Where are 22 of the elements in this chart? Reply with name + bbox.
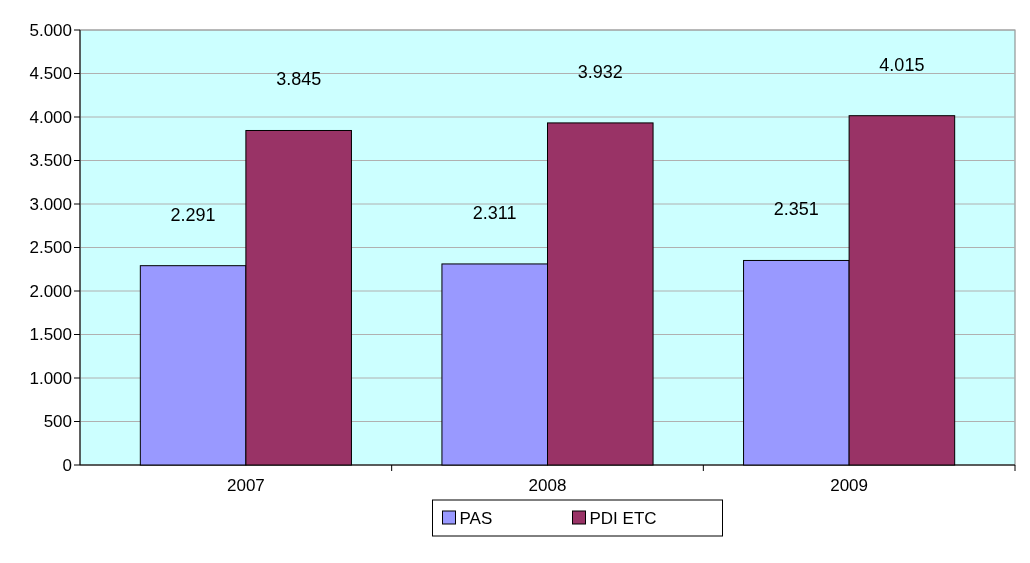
y-tick-label: 0: [62, 455, 72, 475]
x-tick-label: 2009: [830, 476, 869, 495]
y-tick-label: 4.000: [29, 107, 72, 127]
data-label: 3.845: [276, 69, 322, 90]
data-label: 4.015: [879, 54, 925, 75]
y-tick-label: 1.500: [29, 325, 72, 345]
data-label: 2.351: [773, 199, 819, 220]
x-tick-label: 2007: [226, 476, 265, 495]
y-tick-label: 3.000: [29, 194, 72, 214]
x-tick-label: 2008: [528, 476, 567, 495]
legend-label: PDI ETC: [589, 508, 657, 528]
legend-label: PAS: [459, 508, 493, 528]
data-label: 2.311: [472, 202, 517, 223]
y-tick-label: 3.500: [29, 151, 72, 171]
data-label: 2.291: [170, 204, 216, 225]
y-tick-label: 2.500: [29, 238, 72, 258]
y-tick-label: 5.000: [29, 20, 72, 40]
y-tick-label: 1.000: [29, 368, 72, 388]
y-tick-label: 4.500: [29, 64, 72, 84]
y-tick-label: 2.000: [29, 281, 72, 301]
y-tick-label: 500: [43, 412, 72, 432]
data-label: 3.932: [577, 61, 623, 82]
